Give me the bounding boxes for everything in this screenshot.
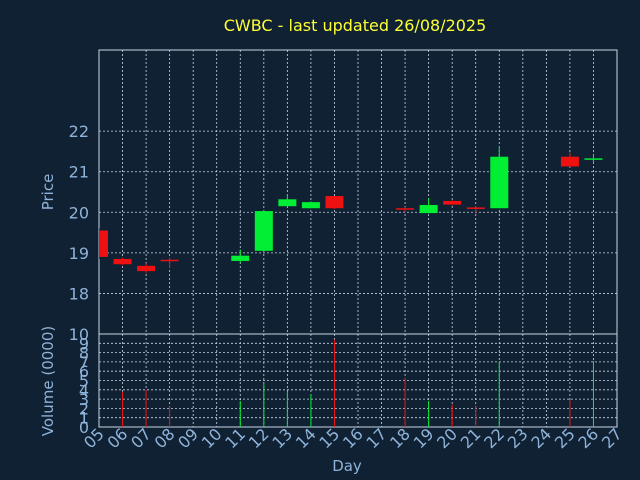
volume-tick-label: 1	[79, 409, 89, 428]
candle-body	[490, 156, 509, 209]
price-tick-label: 20	[69, 203, 89, 222]
candle-body	[231, 255, 250, 261]
volume-tick-label: 7	[79, 353, 89, 372]
candle-body	[99, 230, 108, 257]
candles	[99, 146, 603, 274]
volume-tick-label: 4	[79, 381, 89, 400]
x-axis: 0506070809101112131415161718192021222324…	[80, 424, 626, 452]
price-tick-label: 19	[69, 244, 89, 263]
price-tick-label: 22	[69, 122, 89, 141]
volume-tick-label: 3	[79, 390, 89, 409]
candle-body	[278, 199, 297, 207]
candle-body	[137, 265, 156, 272]
volume-tick-label: 5	[79, 372, 89, 391]
volume-tick-label: 8	[79, 344, 89, 363]
candle-body	[254, 211, 273, 251]
volume-tick-label: 9	[79, 334, 89, 353]
candle-body	[443, 200, 462, 205]
price-axis-label: Price	[39, 174, 57, 211]
candle-body	[160, 259, 179, 262]
candle-body	[584, 158, 603, 160]
volume-frame	[98, 333, 618, 428]
candle-body	[113, 258, 132, 265]
x-axis-label: Day	[332, 457, 362, 475]
candle-body	[560, 156, 579, 167]
price-tick-label: 21	[69, 163, 89, 182]
candle-body	[325, 196, 344, 209]
volume-axis-label: Volume (0000)	[39, 326, 57, 436]
candle-body	[396, 208, 415, 210]
candle-body	[301, 202, 320, 209]
candle-body	[466, 207, 485, 209]
volume-tick-label: 10	[69, 325, 89, 344]
volume-tick-label: 0	[79, 418, 89, 437]
price-tick-label: 18	[69, 284, 89, 303]
volume-tick-label: 6	[79, 362, 89, 381]
x-tick-label: 27	[598, 424, 626, 452]
candle-body	[419, 204, 438, 214]
volume-tick-label: 2	[79, 399, 89, 418]
price-panel: 18 19 20 21 22	[69, 49, 618, 335]
chart-title: CWBC - last updated 26/08/2025	[224, 16, 487, 35]
